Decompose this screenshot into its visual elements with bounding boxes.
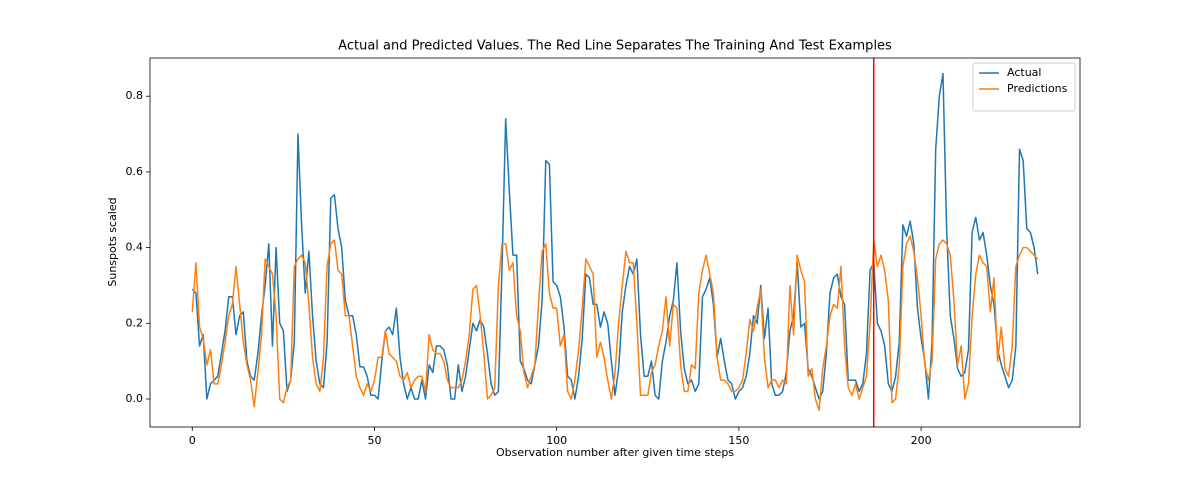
x-tick-label: 150 xyxy=(728,434,749,447)
x-tick-label: 200 xyxy=(911,434,932,447)
y-tick-label: 0.0 xyxy=(126,392,144,405)
plot-frame xyxy=(149,57,1081,428)
x-tick-label: 100 xyxy=(546,434,567,447)
legend-box xyxy=(972,62,1076,112)
legend-label: Predictions xyxy=(1007,82,1068,95)
x-tick-label: 0 xyxy=(189,434,196,447)
y-tick-label: 0.2 xyxy=(126,316,144,329)
y-tick-label: 0.4 xyxy=(126,241,144,254)
y-axis-label: Sunspots scaled xyxy=(106,197,119,286)
data-line xyxy=(191,235,1039,412)
y-tick-label: 0.6 xyxy=(126,165,144,178)
chart-title: Actual and Predicted Values. The Red Lin… xyxy=(338,39,892,54)
x-axis-label: Observation number after given time step… xyxy=(496,446,734,459)
x-tick-label: 50 xyxy=(367,434,381,447)
legend-label: Actual xyxy=(1007,66,1041,79)
data-line xyxy=(191,72,1039,400)
y-tick-label: 0.8 xyxy=(126,89,144,102)
